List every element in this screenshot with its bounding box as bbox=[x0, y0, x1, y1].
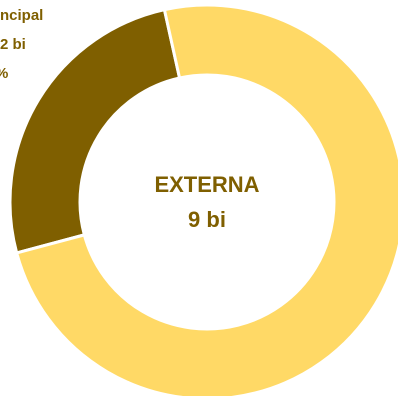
donut-slice-1 bbox=[14, 3, 398, 396]
slice-label-line1: ncipal bbox=[0, 7, 43, 24]
center-title-line2: 9 bi bbox=[188, 207, 226, 232]
donut-slice-0 bbox=[8, 7, 182, 255]
donut-slices bbox=[8, 3, 398, 396]
slice-label-line3: % bbox=[0, 65, 8, 82]
slice-label-line2: 2 bi bbox=[0, 36, 26, 53]
center-title-line1: EXTERNA bbox=[154, 172, 259, 197]
